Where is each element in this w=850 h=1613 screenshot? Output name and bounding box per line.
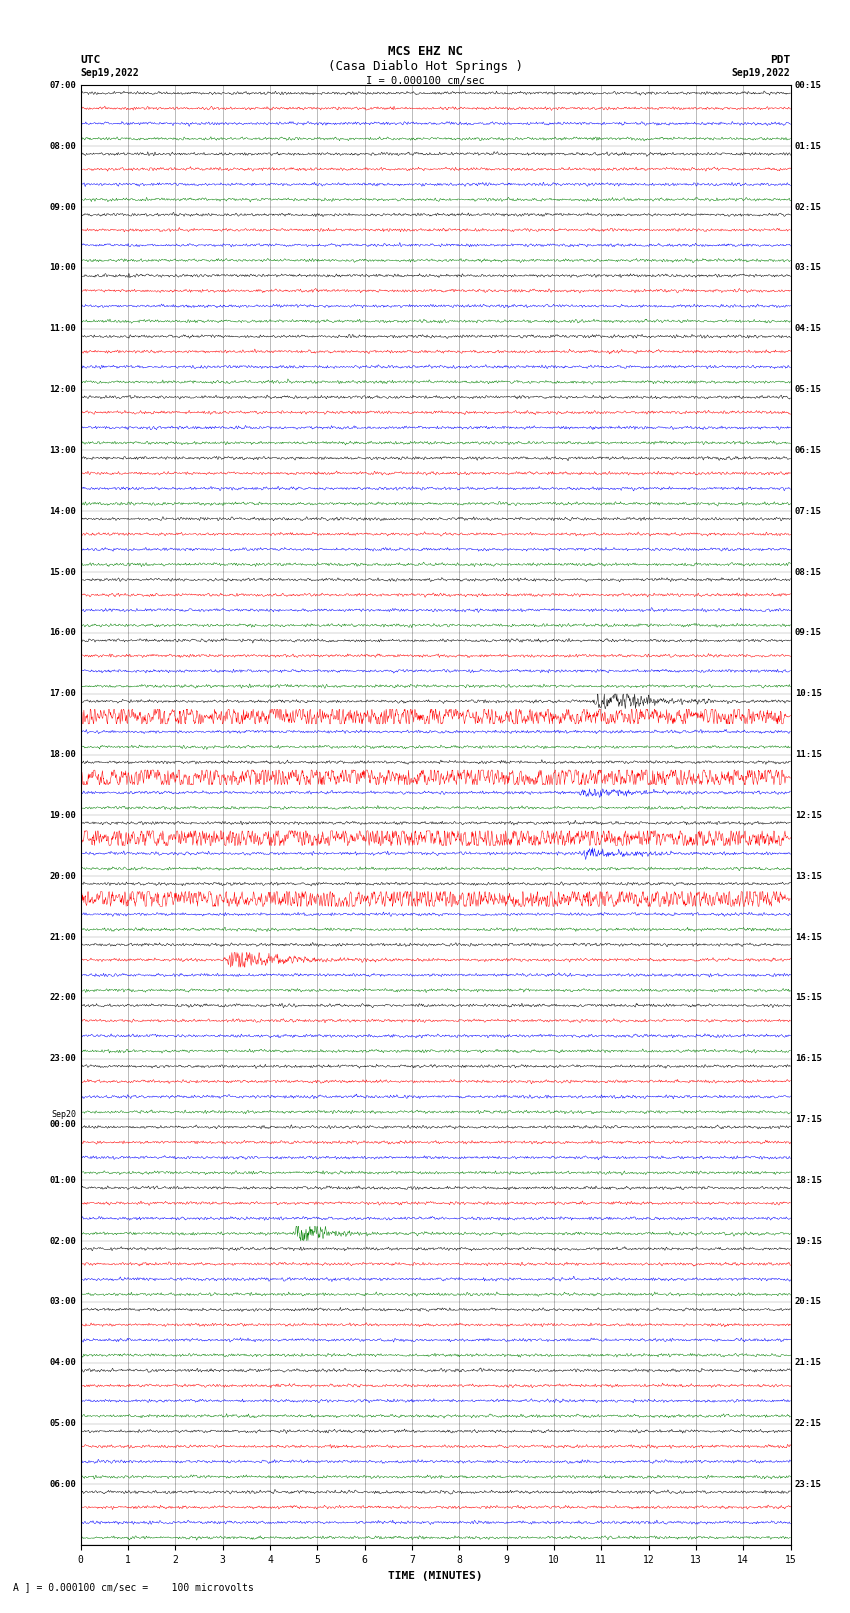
- Text: 21:00: 21:00: [49, 932, 76, 942]
- Text: PDT: PDT: [770, 55, 790, 65]
- Text: 08:00: 08:00: [49, 142, 76, 150]
- Text: 11:00: 11:00: [49, 324, 76, 334]
- Text: 23:15: 23:15: [795, 1481, 822, 1489]
- Text: 19:00: 19:00: [49, 811, 76, 819]
- Text: 07:15: 07:15: [795, 506, 822, 516]
- Text: 10:15: 10:15: [795, 689, 822, 698]
- Text: 21:15: 21:15: [795, 1358, 822, 1368]
- Text: 08:15: 08:15: [795, 568, 822, 576]
- Text: 12:15: 12:15: [795, 811, 822, 819]
- Text: Sep20: Sep20: [52, 1110, 76, 1119]
- Text: 03:15: 03:15: [795, 263, 822, 273]
- Text: 02:00: 02:00: [49, 1237, 76, 1245]
- Text: 02:15: 02:15: [795, 203, 822, 211]
- Text: 16:15: 16:15: [795, 1055, 822, 1063]
- Text: A ] = 0.000100 cm/sec =    100 microvolts: A ] = 0.000100 cm/sec = 100 microvolts: [13, 1582, 253, 1592]
- Text: 23:00: 23:00: [49, 1055, 76, 1063]
- Text: 04:00: 04:00: [49, 1358, 76, 1368]
- Text: 15:00: 15:00: [49, 568, 76, 576]
- Text: 01:00: 01:00: [49, 1176, 76, 1186]
- Text: 12:00: 12:00: [49, 386, 76, 394]
- Text: Sep19,2022: Sep19,2022: [732, 68, 791, 77]
- Text: 05:15: 05:15: [795, 386, 822, 394]
- Text: 20:15: 20:15: [795, 1297, 822, 1307]
- Text: 18:15: 18:15: [795, 1176, 822, 1186]
- Text: 01:15: 01:15: [795, 142, 822, 150]
- Text: 20:00: 20:00: [49, 871, 76, 881]
- Text: 13:00: 13:00: [49, 445, 76, 455]
- Text: 22:15: 22:15: [795, 1419, 822, 1428]
- Text: 06:15: 06:15: [795, 445, 822, 455]
- Text: 03:00: 03:00: [49, 1297, 76, 1307]
- X-axis label: TIME (MINUTES): TIME (MINUTES): [388, 1571, 483, 1581]
- Text: 09:15: 09:15: [795, 629, 822, 637]
- Text: 00:00: 00:00: [49, 1119, 76, 1129]
- Text: 10:00: 10:00: [49, 263, 76, 273]
- Text: 11:15: 11:15: [795, 750, 822, 760]
- Text: 00:15: 00:15: [795, 81, 822, 90]
- Text: 06:00: 06:00: [49, 1481, 76, 1489]
- Text: 19:15: 19:15: [795, 1237, 822, 1245]
- Text: 18:00: 18:00: [49, 750, 76, 760]
- Text: 16:00: 16:00: [49, 629, 76, 637]
- Text: 17:00: 17:00: [49, 689, 76, 698]
- Text: I = 0.000100 cm/sec: I = 0.000100 cm/sec: [366, 76, 484, 85]
- Text: 07:00: 07:00: [49, 81, 76, 90]
- Text: UTC: UTC: [81, 55, 101, 65]
- Text: 14:00: 14:00: [49, 506, 76, 516]
- Text: 09:00: 09:00: [49, 203, 76, 211]
- Text: Sep19,2022: Sep19,2022: [81, 68, 139, 77]
- Text: 17:15: 17:15: [795, 1115, 822, 1124]
- Text: MCS EHZ NC: MCS EHZ NC: [388, 45, 462, 58]
- Text: (Casa Diablo Hot Springs ): (Casa Diablo Hot Springs ): [327, 60, 523, 73]
- Text: 14:15: 14:15: [795, 932, 822, 942]
- Text: 05:00: 05:00: [49, 1419, 76, 1428]
- Text: 13:15: 13:15: [795, 871, 822, 881]
- Text: 15:15: 15:15: [795, 994, 822, 1002]
- Text: 22:00: 22:00: [49, 994, 76, 1002]
- Text: 04:15: 04:15: [795, 324, 822, 334]
